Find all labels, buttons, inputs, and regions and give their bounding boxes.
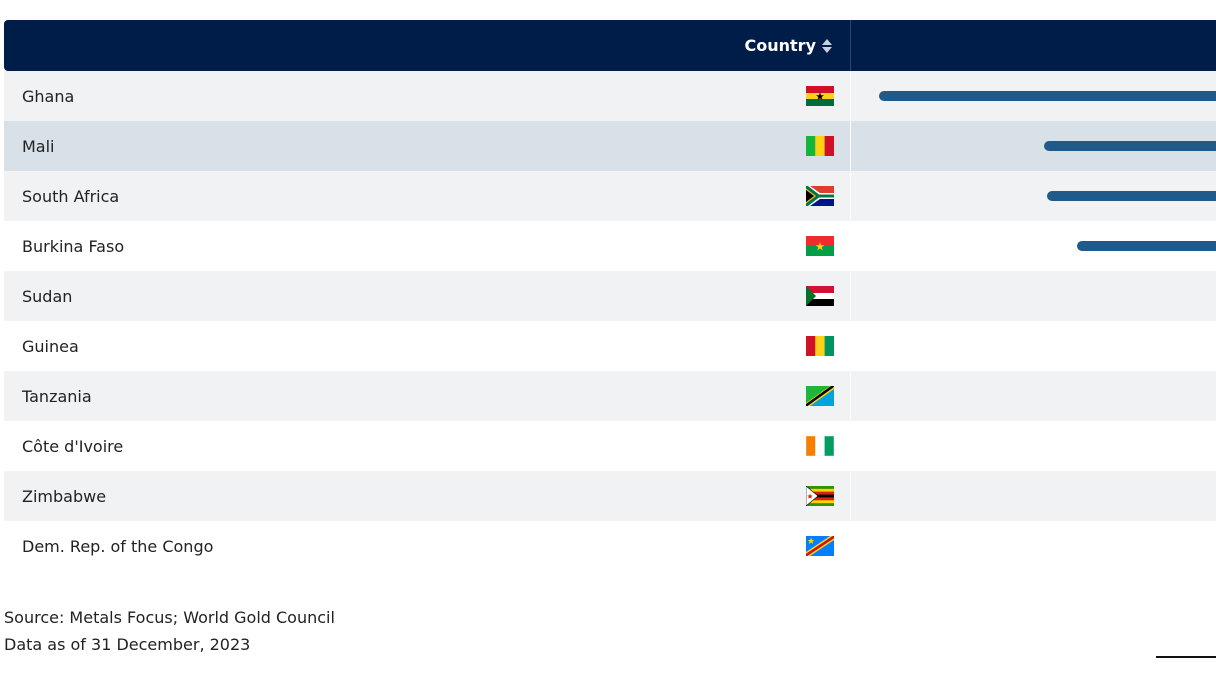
sort-arrows-icon[interactable] [822,38,832,53]
country-cell: South Africa [4,171,851,221]
dr-congo-flag-icon [806,536,834,556]
country-cell: Tanzania [4,371,851,421]
south-africa-flag-icon [806,186,834,206]
value-bar [1044,141,1216,151]
source-note: Source: Metals Focus; World Gold Council [4,608,335,627]
country-cell: Burkina Faso [4,221,851,271]
country-name: Sudan [22,286,73,306]
country-name: Ghana [22,86,75,106]
country-name: Zimbabwe [22,486,107,506]
country-name: Mali [22,136,55,156]
cote-divoire-flag-icon [806,436,834,456]
country-name: Tanzania [22,386,92,406]
value-cell [851,421,1216,471]
value-bar [879,91,1216,101]
value-cell [851,371,1216,421]
country-name: Burkina Faso [22,236,125,256]
ghana-flag-icon [806,86,834,106]
sudan-flag-icon [806,286,834,306]
value-cell [851,271,1216,321]
table-row: Mali [4,121,1216,171]
value-cell [851,121,1216,171]
country-cell: Côte d'Ivoire [4,421,851,471]
value-cell [851,221,1216,271]
zimbabwe-flag-icon [806,486,834,506]
divider-line [1156,656,1216,658]
tanzania-flag-icon [806,386,834,406]
country-column-header[interactable]: Country [4,20,851,71]
mali-flag-icon [806,136,834,156]
table-row: Dem. Rep. of the Congo [4,521,1216,571]
country-name: Dem. Rep. of the Congo [22,536,214,556]
table-row: Burkina Faso [4,221,1216,271]
burkina-faso-flag-icon [806,236,834,256]
value-cell [851,471,1216,521]
value-bar [1077,241,1216,251]
country-cell: Mali [4,121,851,171]
country-column-label: Country [744,36,816,55]
country-name: South Africa [22,186,120,206]
country-name: Guinea [22,336,79,356]
table-row: Côte d'Ivoire [4,421,1216,471]
table-header: Country [4,20,1216,71]
country-cell: Guinea [4,321,851,371]
table-row: Ghana [4,71,1216,121]
value-column-header [851,20,1216,71]
table-row: Guinea [4,321,1216,371]
table-row: Sudan [4,271,1216,321]
data-date-note: Data as of 31 December, 2023 [4,635,251,654]
country-cell: Zimbabwe [4,471,851,521]
table-row: Tanzania [4,371,1216,421]
country-cell: Dem. Rep. of the Congo [4,521,851,571]
country-name: Côte d'Ivoire [22,436,124,456]
value-cell [851,521,1216,571]
value-cell [851,171,1216,221]
country-table: Country Ghana Mali South Africa [4,20,1216,571]
country-cell: Ghana [4,71,851,121]
value-bar [1047,191,1216,201]
value-cell [851,321,1216,371]
table-footer: Source: Metals Focus; World Gold Council… [4,604,335,658]
guinea-flag-icon [806,336,834,356]
table-row: South Africa [4,171,1216,221]
country-cell: Sudan [4,271,851,321]
value-cell [851,71,1216,121]
table-row: Zimbabwe [4,471,1216,521]
